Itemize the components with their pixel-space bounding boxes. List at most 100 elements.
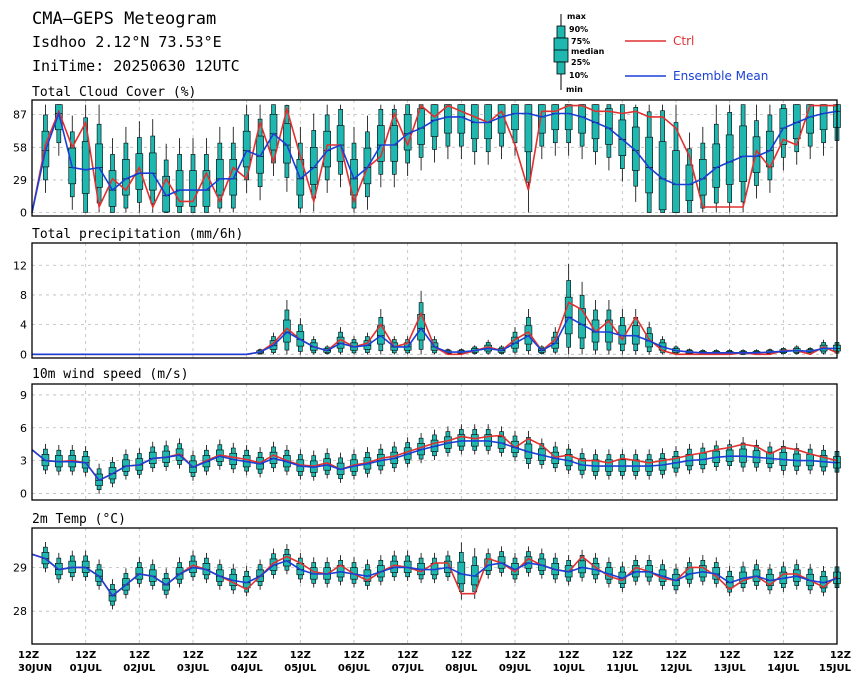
box-inner-cloud [363, 147, 372, 185]
panel-frame-precip [31, 242, 838, 359]
box-inner-cloud [242, 130, 251, 168]
panel-frame-cloud [31, 99, 838, 217]
xtick-date-label: 05JUL [284, 663, 317, 674]
box-inner-cloud [645, 136, 653, 194]
legend-box-p90: 90% [569, 25, 588, 34]
legend-mean-label: Ensemble Mean [673, 69, 768, 83]
ytick-label-precip: 12 [13, 259, 27, 272]
series-mean-precip [32, 316, 837, 356]
box-inner-cloud [189, 170, 197, 207]
box-inner-cloud [336, 125, 345, 162]
panel-precipitation: Total precipitation (mm/6h) 0 4 8 12 [13, 227, 841, 361]
box-inner-cloud [739, 125, 747, 182]
ytick-label-precip: 8 [20, 289, 27, 302]
panel-title-cloud: Total Cloud Cover (%) [32, 85, 196, 100]
panel-title-temp: 2m Temp (°C) [32, 512, 126, 527]
panel-temperature: 2m Temp (°C) 28 29 [13, 512, 841, 645]
xtick-hour-label: 12Z [18, 650, 39, 661]
xtick-hour-label: 12Z [451, 650, 472, 661]
chart-initime: IniTime: 20250630 12UTC [32, 57, 240, 75]
box-inner-cloud [725, 134, 734, 185]
box-inner-cloud [712, 143, 721, 188]
legend-box-median: median [571, 47, 605, 56]
legend-box-p75: 75% [571, 37, 590, 46]
legend-ctrl-label: Ctrl [673, 34, 694, 48]
box-inner-cloud [564, 104, 573, 131]
box-inner-cloud [283, 123, 291, 164]
ytick-label-wind: 3 [20, 455, 27, 468]
box-inner-cloud [578, 104, 586, 134]
xtick-hour-label: 12Z [290, 650, 311, 661]
box-inner-cloud [672, 150, 680, 213]
chart-location: Isdhoo 2.12°N 73.53°E [32, 33, 222, 51]
legend-box-max: max [567, 12, 587, 21]
ytick-label-temp: 28 [13, 605, 27, 618]
xtick-date-label: 07JUL [392, 663, 425, 674]
panel-frame-wind [31, 383, 838, 501]
xtick-date-label: 15JUL [819, 663, 852, 674]
xtick-hour-label: 12Z [830, 650, 851, 661]
legend-box-p25: 25% [571, 58, 590, 67]
xtick-date-label: 01JUL [70, 663, 103, 674]
panel-cloud-cover: Total Cloud Cover (%) 0 29 58 87 [13, 85, 841, 220]
panel-wind-speed: 10m wind speed (m/s) 0 3 6 9 [20, 367, 841, 501]
box-inner-cloud [819, 104, 828, 131]
box-inner-cloud [524, 104, 533, 153]
xtick-hour-label: 12Z [612, 650, 633, 661]
xtick-hour-label: 12Z [75, 650, 96, 661]
series-mean-cloud [31, 110, 838, 213]
xtick-hour-label: 12Z [343, 650, 364, 661]
panel-title-precip: Total precipitation (mm/6h) [32, 227, 243, 242]
box-inner-cloud [806, 104, 814, 134]
ytick-label-wind: 6 [20, 422, 27, 435]
xtick-hour-label: 12Z [558, 650, 579, 661]
ytick-label-temp: 29 [13, 561, 27, 574]
xtick-date-label: 02JUL [123, 663, 156, 674]
xtick-date-label: 11JUL [606, 663, 639, 674]
ytick-label-cloud: 87 [13, 109, 27, 122]
xtick-date-label: 06JUL [338, 663, 371, 674]
ytick-label-cloud: 0 [20, 207, 27, 220]
box-inner-cloud [269, 113, 278, 151]
xtick-hour-label: 12Z [129, 650, 150, 661]
legend-boxplot-icon [553, 14, 569, 90]
legend-box-p10: 10% [569, 71, 588, 80]
box-inner-cloud [148, 152, 157, 191]
box-inner-cloud [444, 104, 452, 134]
panel-title-wind: 10m wind speed (m/s) [32, 367, 189, 382]
xtick-date-label: 09JUL [499, 663, 532, 674]
box-inner-cloud [511, 104, 519, 131]
box-inner-cloud [390, 125, 399, 162]
xtick-date-label: 08JUL [445, 663, 478, 674]
ytick-label-wind: 9 [20, 389, 27, 402]
xtick-date-label: 03JUL [177, 663, 210, 674]
box-inner-cloud [55, 104, 63, 131]
xtick-date-label: 30JUN [18, 663, 52, 674]
panel-frame-temp [31, 527, 838, 645]
box-inner-cloud [309, 147, 318, 185]
xtick-hour-label: 12Z [236, 650, 257, 661]
xtick-hour-label: 12Z [773, 650, 794, 661]
xtick-date-label: 12JUL [660, 663, 693, 674]
box-inner-cloud [618, 119, 627, 156]
box-inner-cloud [202, 170, 211, 207]
series-ctrl-cloud [31, 104, 837, 213]
x-axis: 12Z 30JUN 12Z 01JUL 12Z 02JUL 12Z 03JUL 12Z 04JUL… [18, 650, 852, 674]
series-mean-temp [31, 553, 838, 597]
ytick-label-cloud: 29 [13, 174, 27, 187]
xtick-date-label: 04JUL [231, 663, 264, 674]
xtick-hour-label: 12Z [397, 650, 418, 661]
box-inner-cloud [457, 104, 466, 134]
legend: max 90% 75% median 25% 10% min Ctrl Ense… [553, 12, 768, 94]
ytick-label-cloud: 58 [13, 141, 27, 154]
box-inner-cloud [135, 153, 144, 190]
xtick-hour-label: 12Z [665, 650, 686, 661]
box-inner-cloud [538, 104, 546, 134]
box-inner-cloud [175, 170, 184, 207]
xtick-date-label: 10JUL [553, 663, 586, 674]
box-inner-cloud [95, 143, 103, 188]
xtick-date-label: 13JUL [714, 663, 747, 674]
box-inner-cloud [108, 170, 117, 207]
box-inner-cloud [81, 141, 90, 194]
